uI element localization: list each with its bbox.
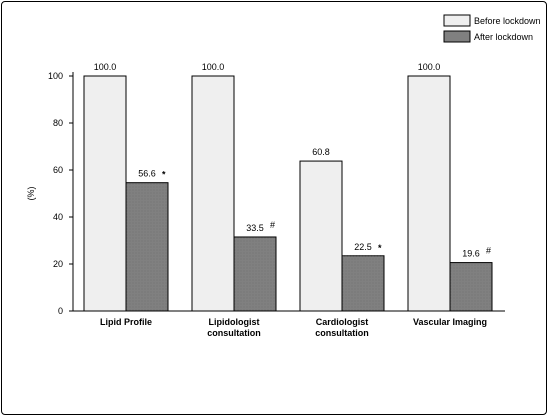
category-label-3-0: Vascular Imaging <box>413 317 487 327</box>
significance-marker-1-1: # <box>270 220 275 230</box>
significance-marker-1-2: * <box>378 243 382 253</box>
bar-0-0 <box>83 75 127 312</box>
value-label-0-1: 100.0 <box>202 62 225 72</box>
value-label-0-3: 100.0 <box>418 62 441 72</box>
bar-texture-1 <box>234 236 276 311</box>
y-tick-label-0: 0 <box>58 306 63 316</box>
value-label-1-0: 56.6 <box>138 169 156 179</box>
y-tick-label-5: 100 <box>48 71 63 81</box>
significance-marker-1-3: # <box>486 246 491 256</box>
bar-0-3 <box>407 75 451 312</box>
category-label-1-0: Lipidologist <box>209 317 260 327</box>
value-label-0-2: 60.8 <box>312 147 330 157</box>
y-tick-label-4: 80 <box>53 118 63 128</box>
category-label-2-1: consultation <box>315 328 369 338</box>
bar-0-1 <box>191 75 235 312</box>
legend-label-0: Before lockdown <box>474 16 541 26</box>
legend-swatch-0 <box>443 14 471 27</box>
category-label-1-1: consultation <box>207 328 261 338</box>
significance-marker-1-0: * <box>162 170 166 180</box>
value-label-1-1: 33.5 <box>246 223 264 233</box>
bar-0-2 <box>299 160 343 312</box>
category-label-2-0: Cardiologist <box>316 317 369 327</box>
bar-texture-3 <box>450 262 492 311</box>
category-label-0-0: Lipid Profile <box>100 317 152 327</box>
value-label-1-2: 22.5 <box>354 242 372 252</box>
y-tick-label-3: 60 <box>53 165 63 175</box>
value-label-0-0: 100.0 <box>94 62 117 72</box>
y-axis-label: (%) <box>26 187 36 201</box>
legend-label-1: After lockdown <box>474 32 533 42</box>
y-tick-label-2: 40 <box>53 212 63 222</box>
legend-swatch-1 <box>443 30 471 43</box>
bar-texture-2 <box>342 255 384 311</box>
value-label-1-3: 19.6 <box>462 249 480 259</box>
bar-texture-0 <box>126 182 168 311</box>
y-tick-label-1: 20 <box>53 259 63 269</box>
